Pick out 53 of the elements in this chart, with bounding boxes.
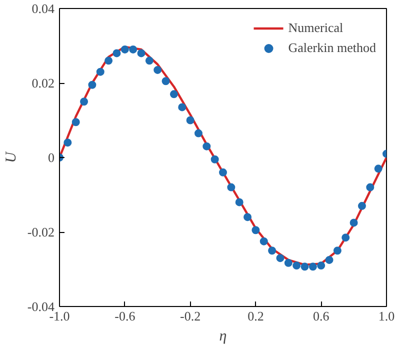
y-tick-label: 0.04 (32, 1, 55, 16)
point (308, 262, 317, 271)
point (284, 258, 292, 267)
point (366, 183, 374, 192)
x-tick-label: -0.6 (114, 308, 136, 324)
x-tick-label: 0.6 (312, 308, 330, 324)
point (129, 45, 138, 54)
point (170, 90, 178, 98)
point (252, 226, 260, 234)
y-tick-label: 0 (48, 150, 54, 165)
y-tick-label: -0.02 (27, 224, 55, 240)
point (260, 237, 268, 246)
point (104, 56, 113, 65)
point (178, 103, 186, 112)
y-tick-label: 0.02 (32, 76, 54, 90)
point (120, 45, 129, 54)
point (350, 218, 358, 227)
point (88, 80, 96, 89)
point (219, 168, 227, 176)
x-tick-label: 1.0 (378, 308, 395, 324)
point (317, 262, 326, 270)
point (162, 77, 170, 86)
point (202, 142, 211, 150)
legend-label: Numerical (288, 20, 344, 36)
point (145, 56, 154, 65)
point (244, 213, 252, 222)
point (325, 256, 334, 264)
point (186, 116, 194, 124)
point (333, 246, 342, 255)
y-tick-label: -0.04 (27, 299, 55, 314)
point (300, 262, 309, 271)
point (96, 68, 104, 76)
point (210, 155, 219, 164)
legend-label: Galerkin method (288, 40, 376, 56)
point (276, 254, 284, 262)
point (80, 98, 88, 106)
x-tick-label: 0.2 (248, 308, 264, 324)
point (64, 138, 72, 147)
point (268, 246, 276, 255)
point (112, 49, 121, 58)
point (227, 183, 236, 192)
point (72, 118, 80, 126)
x-axis-title: η (219, 328, 227, 344)
point (194, 129, 202, 138)
y-axis-title: U (3, 150, 20, 163)
point (137, 49, 146, 58)
point (235, 198, 244, 206)
point (374, 164, 382, 173)
point (292, 262, 301, 270)
x-tick-label: -0.2 (180, 308, 201, 324)
point (154, 66, 162, 74)
point (342, 234, 350, 242)
point (358, 202, 366, 210)
